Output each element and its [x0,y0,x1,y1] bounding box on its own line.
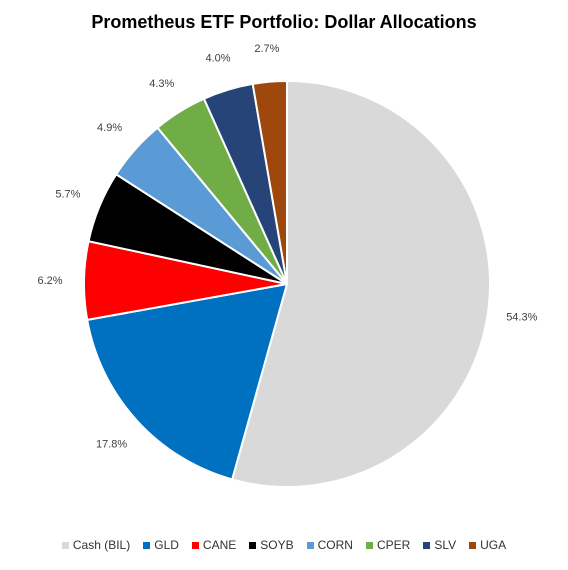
legend-item: UGA [469,538,506,552]
legend-swatch [191,541,199,549]
legend-item: CANE [191,538,237,552]
pie-slice-gld [86,282,289,481]
chart-title: Prometheus ETF Portfolio: Dollar Allocat… [91,12,477,32]
legend-label: GLD [154,538,179,552]
data-label-cane: 6.2% [37,275,62,287]
data-label-cash-bil: 54.3% [506,311,537,323]
legend-swatch [365,541,373,549]
legend-swatch [306,541,314,549]
legend-item: CPER [365,538,411,552]
data-label-soyb: 5.7% [55,189,80,201]
legend-label: CORN [317,538,353,552]
legend-swatch [249,541,257,549]
data-label-cper: 4.3% [149,78,174,90]
legend-swatch [61,541,69,549]
legend-item: SOYB [249,538,294,552]
legend-swatch [469,541,477,549]
legend-label: Cash (BIL) [72,538,131,552]
legend-label: CANE [202,538,237,552]
legend-label: SLV [434,538,457,552]
data-label-corn: 4.9% [97,122,122,134]
legend-item: Cash (BIL) [61,538,131,552]
data-label-uga: 2.7% [254,43,279,55]
legend-item: GLD [143,538,179,552]
legend-swatch [143,541,151,549]
pie-slice-cash-bil [230,79,491,488]
legend-label: SOYB [260,538,294,552]
data-label-gld: 17.8% [96,438,127,450]
legend-label: CPER [376,538,411,552]
legend-swatch [423,541,431,549]
legend-label: UGA [480,538,507,552]
legend-item: CORN [306,538,353,552]
legend: Cash (BIL) GLD CANE SOYB CORN CPER SLV UGA [0,538,568,552]
legend-item: SLV [423,538,456,552]
data-label-slv: 4.0% [205,52,230,64]
pie-slice-uga [251,79,288,285]
